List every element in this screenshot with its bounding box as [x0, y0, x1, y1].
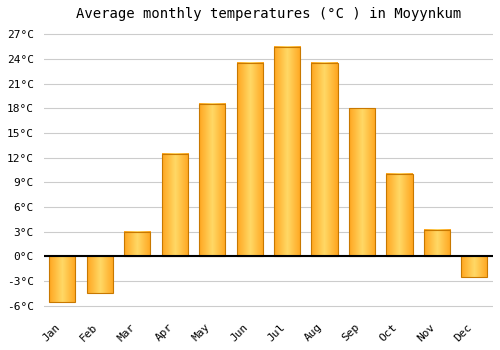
Title: Average monthly temperatures (°C ) in Moyynkum: Average monthly temperatures (°C ) in Mo… [76, 7, 461, 21]
Bar [274, 47, 300, 257]
Bar [124, 232, 150, 257]
Bar [199, 104, 226, 257]
Bar [236, 63, 262, 257]
Bar [349, 108, 375, 257]
Bar [461, 257, 487, 277]
Bar [386, 174, 412, 257]
Bar [312, 63, 338, 257]
Bar [424, 230, 450, 257]
Bar [50, 257, 76, 302]
Bar [86, 257, 113, 293]
Bar [162, 154, 188, 257]
